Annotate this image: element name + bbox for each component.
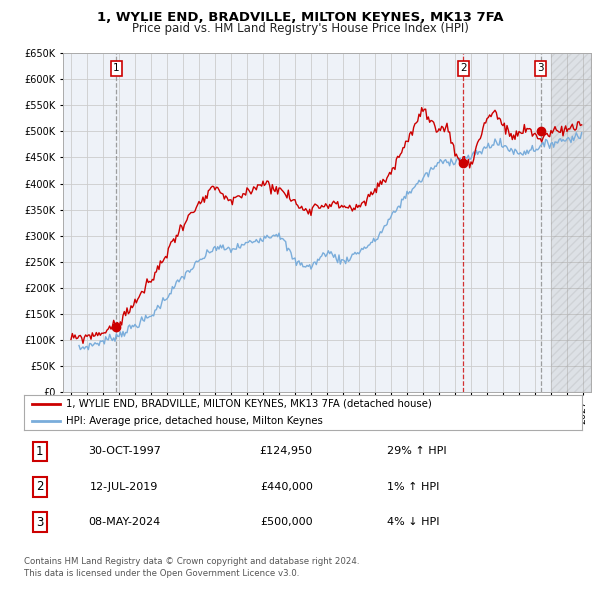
Text: 4% ↓ HPI: 4% ↓ HPI [387,517,439,527]
Text: Contains HM Land Registry data © Crown copyright and database right 2024.: Contains HM Land Registry data © Crown c… [24,558,359,566]
Text: 1, WYLIE END, BRADVILLE, MILTON KEYNES, MK13 7FA (detached house): 1, WYLIE END, BRADVILLE, MILTON KEYNES, … [66,399,432,409]
Text: HPI: Average price, detached house, Milton Keynes: HPI: Average price, detached house, Milt… [66,416,323,426]
Text: £440,000: £440,000 [260,482,313,491]
Text: 08-MAY-2024: 08-MAY-2024 [88,517,161,527]
Text: 1: 1 [36,445,43,458]
Text: 30-OCT-1997: 30-OCT-1997 [88,447,161,456]
Text: 12-JUL-2019: 12-JUL-2019 [90,482,158,491]
Text: Price paid vs. HM Land Registry's House Price Index (HPI): Price paid vs. HM Land Registry's House … [131,22,469,35]
Text: 1% ↑ HPI: 1% ↑ HPI [387,482,439,491]
Text: £500,000: £500,000 [260,517,313,527]
Bar [551,53,591,392]
Text: 3: 3 [538,63,544,73]
Text: This data is licensed under the Open Government Licence v3.0.: This data is licensed under the Open Gov… [24,569,299,578]
Text: £124,950: £124,950 [260,447,313,456]
Text: 1: 1 [113,63,119,73]
Text: 1, WYLIE END, BRADVILLE, MILTON KEYNES, MK13 7FA: 1, WYLIE END, BRADVILLE, MILTON KEYNES, … [97,11,503,24]
Text: 29% ↑ HPI: 29% ↑ HPI [387,447,446,456]
Text: 3: 3 [36,516,43,529]
Text: 2: 2 [36,480,43,493]
Text: 2: 2 [460,63,467,73]
